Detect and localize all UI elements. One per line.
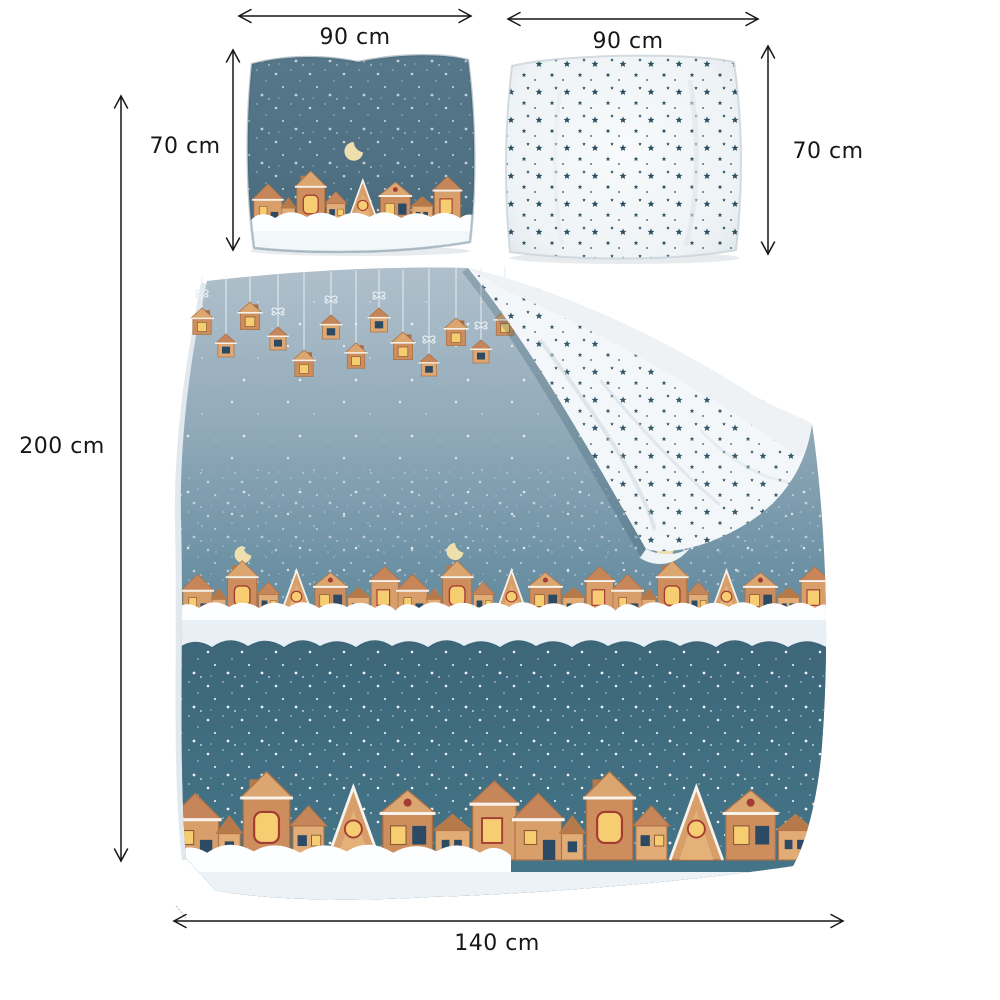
pillow1-width-label: 90 cm [319, 25, 391, 50]
duvet-width-label: 140 cm [454, 931, 540, 956]
pillow-stars [505, 54, 742, 264]
fold-tip-curl [640, 548, 690, 564]
star-pattern [506, 55, 741, 259]
rolled-edge [468, 268, 812, 458]
pillow2-width-label: 90 cm [592, 29, 664, 54]
pillow2-width-arrow-icon [506, 11, 760, 27]
duvet-edge-highlight [174, 282, 207, 861]
duvet-height-arrow-icon [113, 94, 129, 863]
pillow-gingerbread [246, 54, 476, 256]
pillow1-width-arrow-icon [237, 8, 473, 24]
pillow1-height-label: 70 cm [149, 134, 221, 159]
star-pattern-reverse [468, 268, 812, 552]
fabric-crease [552, 89, 564, 245]
snow-drift [250, 212, 475, 234]
duvet-width-arrow-icon [172, 913, 845, 929]
duvet-cover [174, 266, 827, 919]
pillow1-height-arrow-icon [225, 48, 241, 252]
pillow2-height-label: 70 cm [792, 139, 864, 164]
duvet-height-label: 200 cm [19, 434, 105, 459]
pillow2-height-arrow-icon [760, 44, 776, 256]
fabric-crease [683, 79, 699, 247]
folded-corner [462, 268, 812, 564]
fabric-curl [175, 905, 187, 919]
